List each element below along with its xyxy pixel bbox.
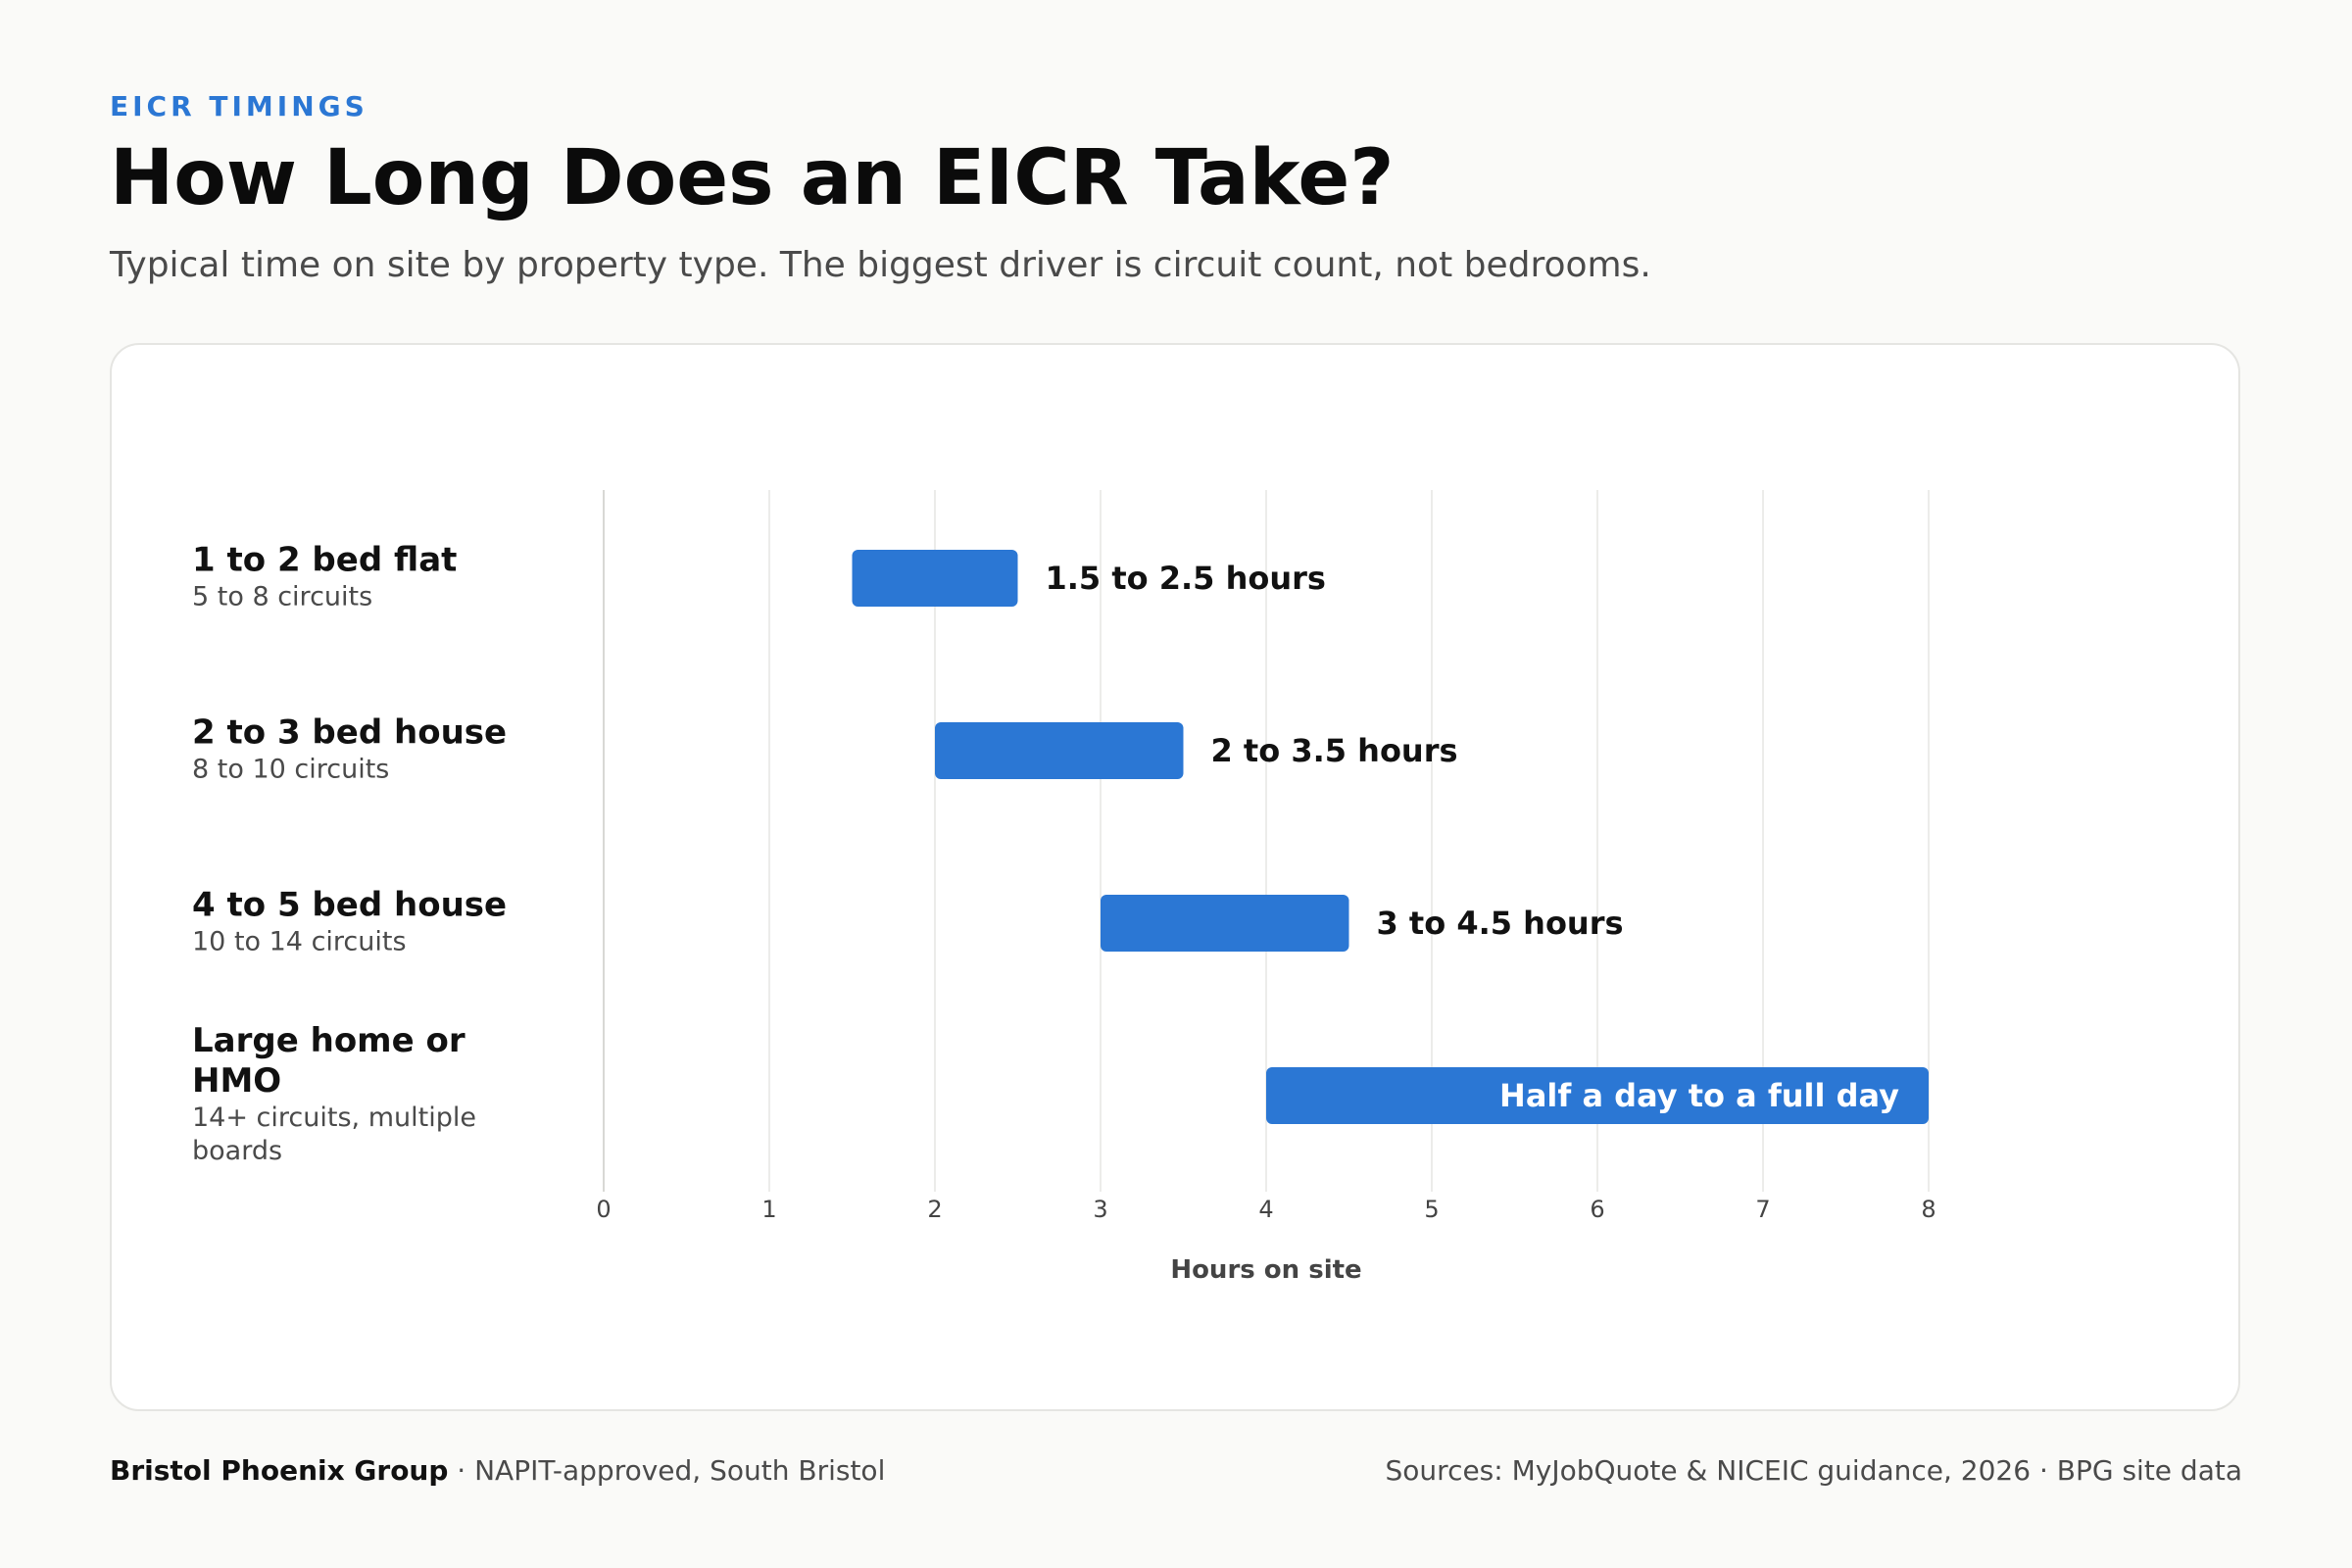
data-label: 1.5 to 2.5 hours (1046, 560, 1326, 597)
category-sublabel: 14+ circuits, multiple boards (192, 1102, 476, 1166)
x-tick-label: 0 (596, 1196, 611, 1223)
chart-card: 0 1 2 3 4 5 6 7 8 Hours on site 1 to 2 bed flat 5 t… (110, 343, 2240, 1411)
footer-sources: Sources: MyJobQuote & NICEIC guidance, 2… (1385, 1454, 2242, 1487)
x-axis-title: Hours on site (1170, 1255, 1361, 1285)
range-bar (1266, 1067, 1929, 1124)
footer-brand-line: Bristol Phoenix Group · NAPIT-approved, … (110, 1454, 885, 1487)
x-tick-label: 7 (1755, 1196, 1770, 1223)
category-sublabel: 8 to 10 circuits (192, 755, 389, 785)
category-label: 4 to 5 bed house (192, 886, 507, 925)
data-label: 2 to 3.5 hours (1211, 732, 1458, 769)
range-bar (1101, 895, 1349, 952)
category-label: 1 to 2 bed flat (192, 541, 457, 580)
x-tick-label: 3 (1093, 1196, 1107, 1223)
eyebrow-label: EICR TIMINGS (110, 90, 368, 122)
category-sublabel: 10 to 14 circuits (192, 927, 407, 957)
footer-brand-suffix: · NAPIT-approved, South Bristol (448, 1454, 886, 1487)
page-subtitle: Typical time on site by property type. T… (110, 245, 1651, 285)
range-bar (852, 550, 1018, 607)
page-title: How Long Does an EICR Take? (110, 134, 1395, 222)
category-sublabel: 5 to 8 circuits (192, 582, 372, 612)
footer-brand: Bristol Phoenix Group (110, 1454, 449, 1487)
x-tick-label: 6 (1590, 1196, 1604, 1223)
x-tick-label: 2 (927, 1196, 942, 1223)
data-label: 3 to 4.5 hours (1377, 905, 1624, 942)
x-tick-label: 4 (1258, 1196, 1273, 1223)
category-label: Large home or HMO (192, 1021, 466, 1101)
category-label: 2 to 3 bed house (192, 713, 507, 753)
data-label: Half a day to a full day (1499, 1077, 1899, 1114)
x-tick-label: 1 (761, 1196, 776, 1223)
x-tick-label: 8 (1921, 1196, 1936, 1223)
x-tick-label: 5 (1424, 1196, 1439, 1223)
range-bar (935, 722, 1184, 779)
